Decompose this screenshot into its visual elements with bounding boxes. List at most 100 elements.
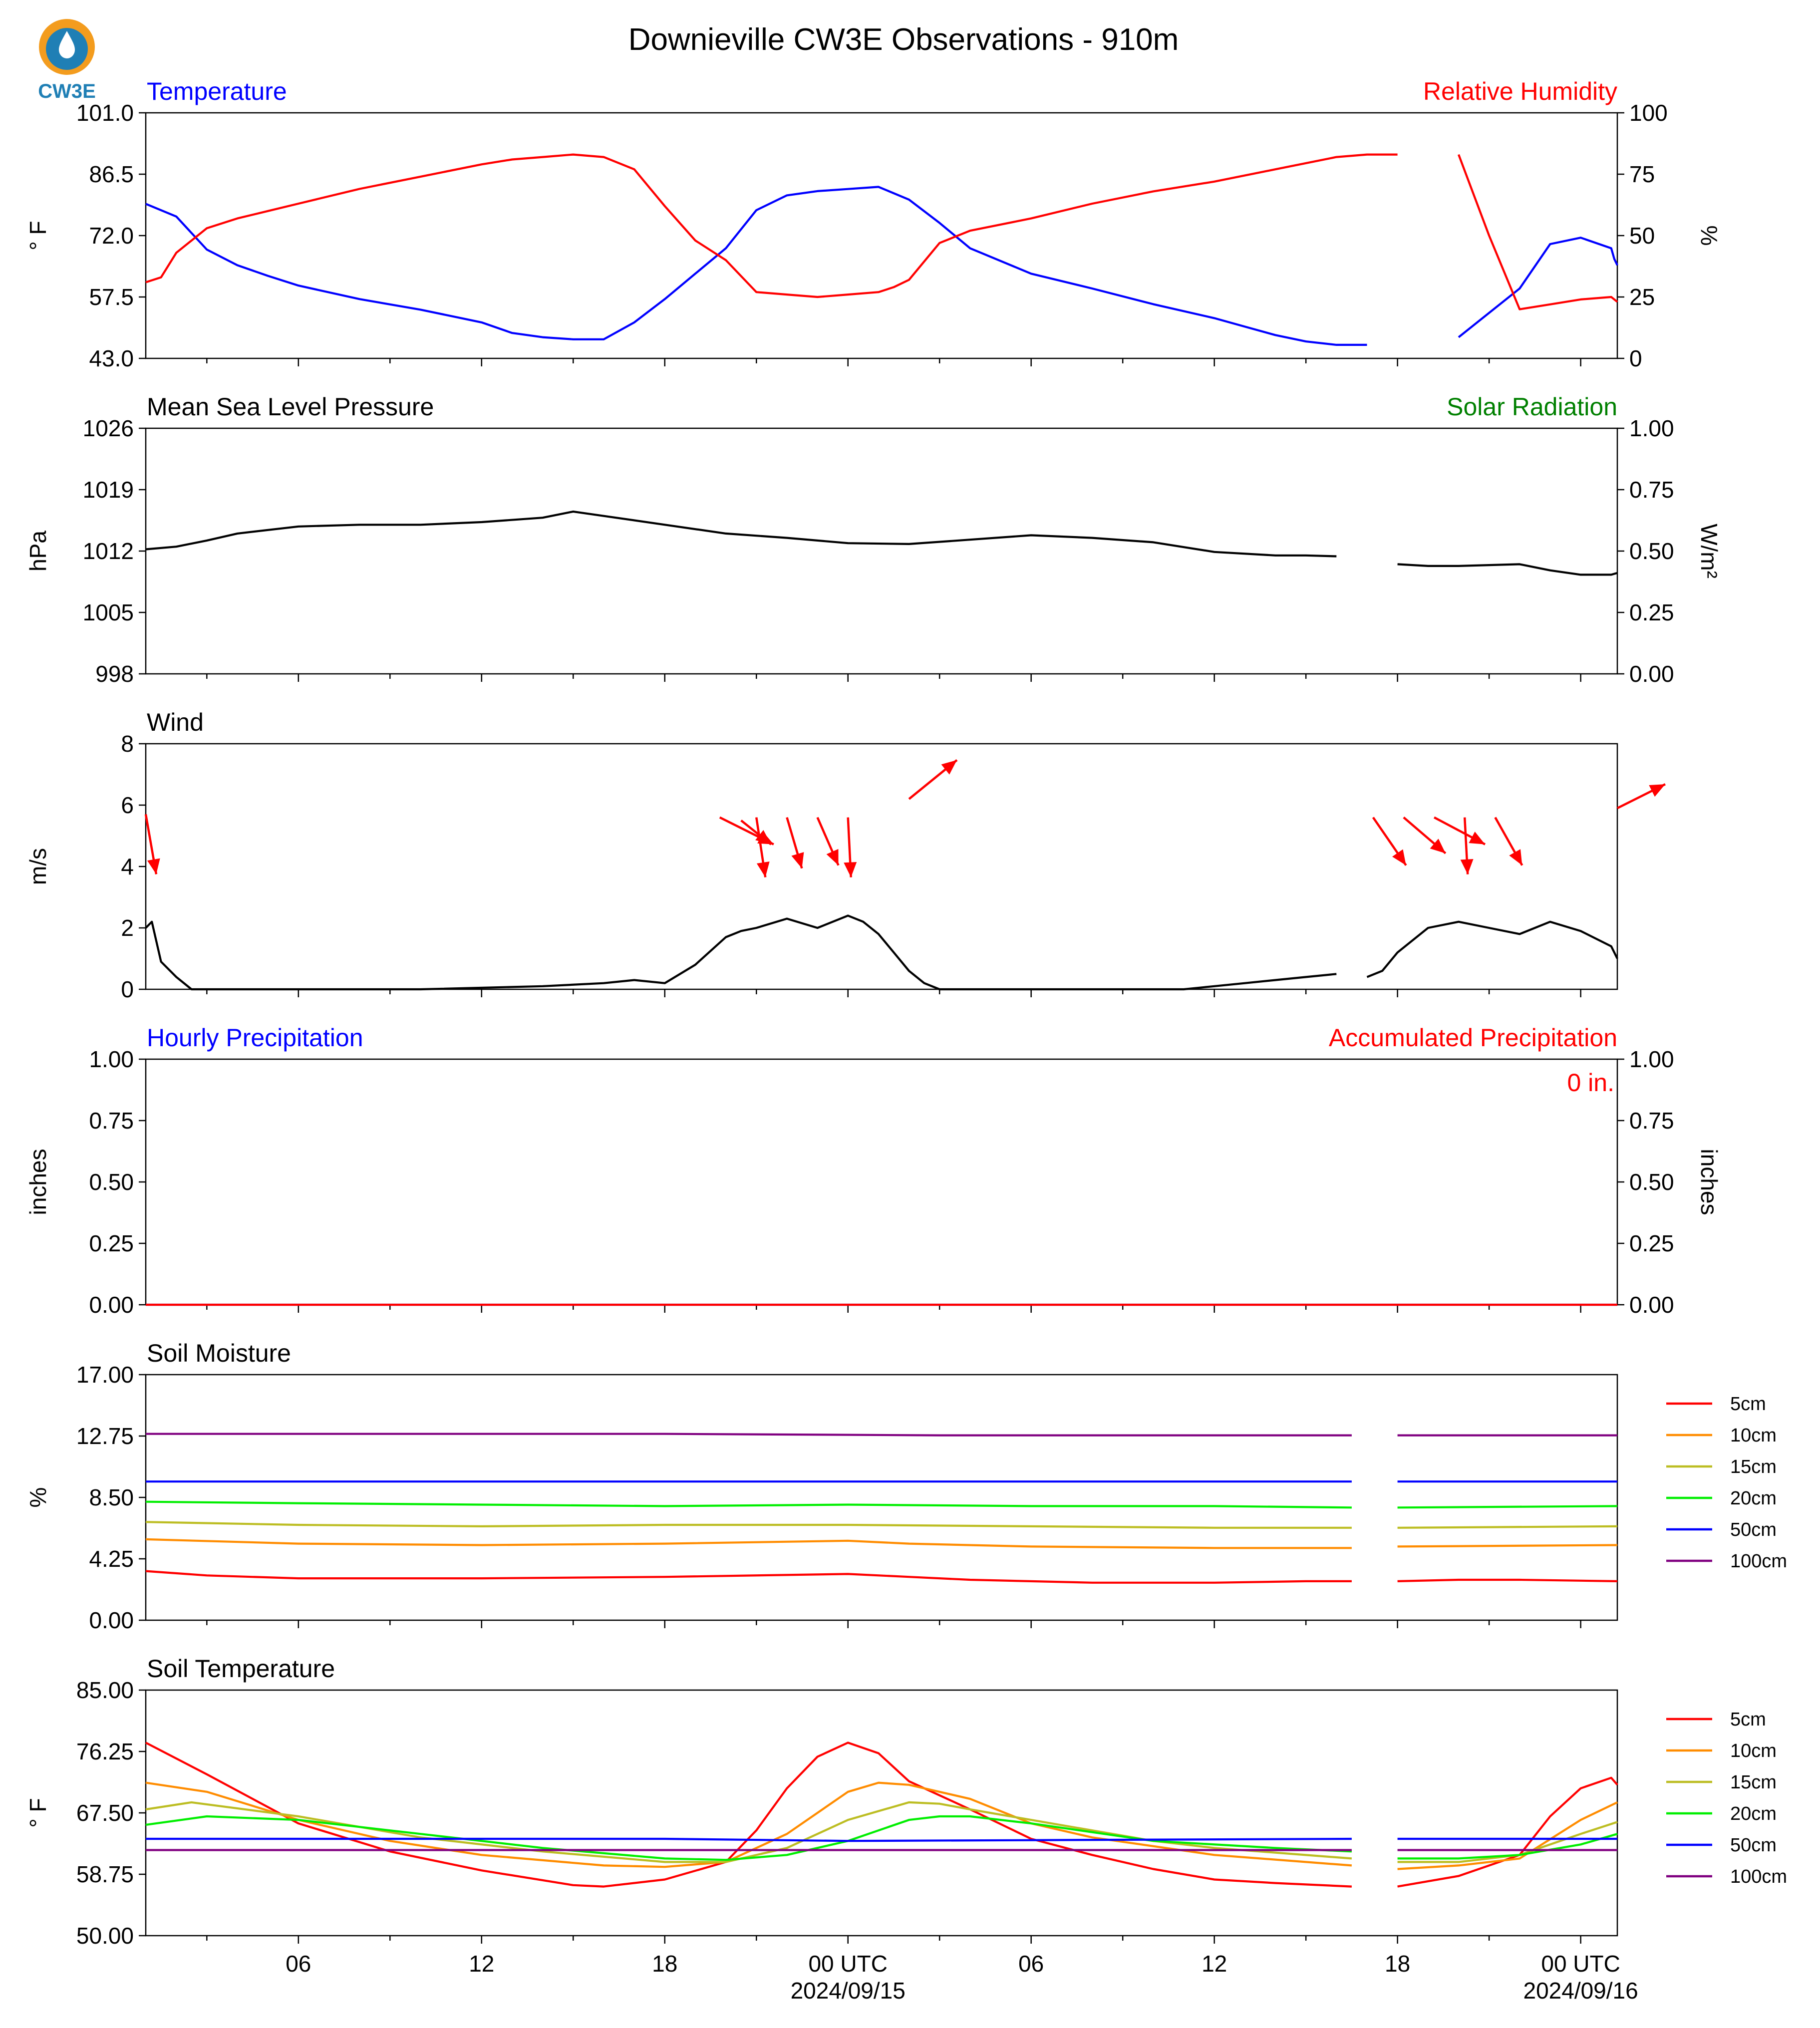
x-date-label: 2024/09/15 — [791, 1978, 906, 2004]
legend-label: 50cm — [1730, 1519, 1777, 1540]
legend-label: 5cm — [1730, 1709, 1766, 1730]
y-tick-label-right: 0 — [1629, 345, 1642, 371]
y-axis-label-right: W/m² — [1696, 524, 1722, 579]
series-line-temperature — [145, 186, 1618, 346]
series-line-5cm — [145, 1570, 1618, 1584]
panel-title-right: Relative Humidity — [1423, 77, 1617, 105]
y-tick-label-right: 1.00 — [1629, 1046, 1674, 1072]
y-axis-label: hPa — [25, 531, 51, 572]
series-line-50cm — [146, 1837, 1617, 1842]
y-tick-label-right: 50 — [1629, 223, 1655, 249]
wind-arrow-head — [941, 760, 957, 775]
y-tick-label: 998 — [95, 661, 134, 687]
y-tick-label: 1012 — [83, 538, 134, 564]
panel-title-right: Accumulated Precipitation — [1329, 1024, 1617, 1052]
y-tick-label: 72.0 — [89, 223, 134, 249]
y-tick-label: 12.75 — [76, 1423, 134, 1449]
wind-arrow-head — [844, 862, 857, 877]
wind-arrow-head — [826, 849, 839, 866]
y-tick-label: 50.00 — [76, 1923, 134, 1949]
plot-frame — [145, 1374, 1618, 1621]
figure-title: Downieville CW3E Observations - 910m — [628, 22, 1179, 57]
legend-label: 20cm — [1730, 1488, 1777, 1509]
y-tick-label: 17.00 — [76, 1362, 134, 1388]
series-line-15cm — [145, 1521, 1618, 1529]
series-line-relative-humidity — [145, 153, 1618, 310]
y-tick-label: 2 — [121, 915, 134, 941]
y-axis-label: inches — [25, 1149, 51, 1215]
wind-arrow-head — [1469, 832, 1486, 845]
y-tick-label-right: 0.75 — [1629, 477, 1674, 503]
y-tick-label: 85.00 — [76, 1677, 134, 1703]
panel-title: Soil Moisture — [147, 1339, 291, 1367]
plot-frame — [145, 112, 1618, 359]
y-tick-label: 0.00 — [89, 1292, 134, 1318]
series-line-10cm — [145, 1538, 1618, 1549]
chart-panel-3: Wind 0 2 4 6 8 m/s — [25, 708, 1666, 1002]
y-tick-label: 86.5 — [89, 161, 134, 187]
wind-arrow-head — [1509, 849, 1522, 866]
x-tick-label: 12 — [469, 1951, 494, 1977]
series-line-15cm — [145, 1801, 1618, 1863]
accumulated-total-label: 0 in. — [1567, 1069, 1614, 1097]
x-tick-label: 00 UTC — [808, 1951, 887, 1977]
y-tick-label-right: 0.75 — [1629, 1108, 1674, 1134]
x-tick-label: 12 — [1202, 1951, 1227, 1977]
series-line-wind — [145, 914, 1618, 991]
chart-panel-4: Hourly Precipitation Accumulated Precipit… — [25, 1024, 1722, 1318]
y-tick-label: 1019 — [83, 477, 134, 503]
wind-arrows — [144, 759, 1666, 877]
y-tick-label-right: 100 — [1629, 100, 1668, 126]
series-line-10cm — [145, 1781, 1618, 1870]
plot-frame — [145, 1689, 1618, 1937]
panel-title: Mean Sea Level Pressure — [147, 393, 434, 421]
legend: 5cm 10cm 15cm 20cm 50cm 100cm — [1666, 1394, 1787, 1572]
wind-arrow-head — [1392, 849, 1406, 866]
y-tick-label: 0 — [121, 976, 134, 1002]
legend: 5cm 10cm 15cm 20cm 50cm 100cm — [1666, 1709, 1787, 1887]
y-tick-label: 101.0 — [76, 100, 134, 126]
y-tick-label-right: 1.00 — [1629, 415, 1674, 441]
series-line-mean-sea-level-pressure — [145, 510, 1618, 576]
wind-arrow-head — [791, 852, 804, 869]
plot-frame — [145, 1058, 1618, 1306]
y-axis-label: m/s — [25, 848, 51, 885]
wind-arrow-head — [1649, 784, 1665, 797]
legend-label: 5cm — [1730, 1394, 1766, 1415]
x-date-label: 2024/09/16 — [1523, 1978, 1638, 2004]
legend-label: 100cm — [1730, 1866, 1787, 1887]
y-tick-label: 1.00 — [89, 1046, 134, 1072]
y-tick-label: 43.0 — [89, 345, 134, 371]
y-tick-label-right: 0.00 — [1629, 1292, 1674, 1318]
legend-label: 15cm — [1730, 1772, 1777, 1793]
y-tick-label: 4 — [121, 854, 134, 879]
y-tick-label: 0.00 — [89, 1607, 134, 1633]
y-tick-label-right: 0.50 — [1629, 538, 1674, 564]
series-line-20cm — [145, 1500, 1618, 1509]
x-tick-label: 06 — [1018, 1951, 1044, 1977]
chart-panel-6: Soil Temperature 50.00 58.75 67.50 76.25 85.0… — [25, 1655, 1787, 2004]
wind-arrow-head — [1430, 839, 1446, 854]
cw3e-logo: CW3E — [38, 19, 96, 102]
y-axis-label: % — [25, 1487, 51, 1508]
chart-panel-5: Soil Moisture 0.00 4.25 8.50 12.75 17.00% 5cm 1… — [25, 1339, 1787, 1633]
wind-arrow-head — [147, 858, 160, 874]
logo-text: CW3E — [38, 80, 96, 102]
y-tick-label: 0.25 — [89, 1230, 134, 1256]
y-tick-label: 0.50 — [89, 1169, 134, 1195]
legend-label: 20cm — [1730, 1803, 1777, 1824]
panel-title: Temperature — [147, 77, 287, 105]
wind-arrow-head — [756, 862, 770, 877]
legend-label: 15cm — [1730, 1456, 1777, 1477]
legend-label: 50cm — [1730, 1835, 1777, 1856]
y-axis-label: ° F — [25, 1798, 51, 1827]
legend-label: 10cm — [1730, 1425, 1777, 1446]
y-tick-label-right: 75 — [1629, 161, 1655, 187]
y-tick-label: 8 — [121, 731, 134, 757]
x-tick-label: 18 — [1385, 1951, 1410, 1977]
panel-title: Wind — [147, 708, 204, 736]
series-line-5cm — [145, 1741, 1618, 1888]
x-tick-label: 06 — [286, 1951, 311, 1977]
y-tick-label: 8.50 — [89, 1484, 134, 1510]
series-line-20cm — [145, 1815, 1618, 1861]
